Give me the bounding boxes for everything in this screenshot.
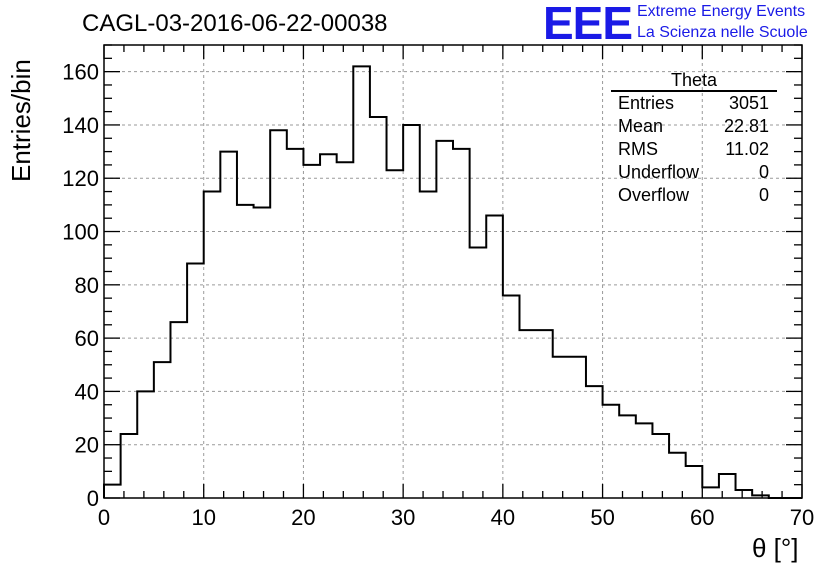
histogram-bin bbox=[603, 405, 620, 498]
histogram-bin bbox=[702, 487, 719, 498]
x-tick-label: 70 bbox=[790, 505, 814, 530]
histogram-bin bbox=[320, 154, 337, 498]
stats-row-rms: RMS 11.02 bbox=[611, 138, 777, 161]
x-tick-label: 60 bbox=[690, 505, 714, 530]
histogram-bin bbox=[619, 415, 636, 498]
stats-label: Overflow bbox=[618, 185, 690, 205]
histogram-bin bbox=[204, 192, 221, 498]
histogram-bin bbox=[420, 192, 437, 498]
stats-box: Theta Entries 3051 Mean 22.81 RMS 11.02 Und… bbox=[611, 70, 777, 207]
y-tick-label: 0 bbox=[87, 486, 99, 511]
x-tick-label: 10 bbox=[191, 505, 215, 530]
histogram-bin bbox=[536, 330, 553, 498]
stats-row-entries: Entries 3051 bbox=[611, 92, 777, 115]
histogram-bin bbox=[519, 330, 536, 498]
eee-logo: EEE bbox=[543, 0, 633, 49]
stats-label: Underflow bbox=[618, 162, 700, 182]
y-tick-label: 80 bbox=[75, 273, 99, 298]
histogram-bin bbox=[486, 216, 503, 498]
stats-label: Mean bbox=[618, 116, 664, 136]
stats-value: 11.02 bbox=[725, 139, 769, 159]
tick-labels: 0 10 20 30 40 50 60 70 0 20 40 60 80 100 120 140 160 bbox=[62, 60, 814, 530]
histogram-bin bbox=[569, 357, 586, 498]
histogram-outline bbox=[103, 65, 802, 499]
histogram-bin bbox=[303, 165, 320, 498]
x-tick-label: 20 bbox=[291, 505, 315, 530]
histogram-bin bbox=[287, 149, 304, 498]
chart-title: CAGL-03-2016-06-22-00038 bbox=[82, 10, 388, 37]
histogram-bin bbox=[387, 170, 404, 498]
histogram-bin bbox=[719, 474, 736, 498]
stats-label: Entries bbox=[618, 93, 675, 113]
histogram-bin bbox=[553, 357, 570, 498]
histogram-bin bbox=[254, 208, 271, 498]
histogram-bin bbox=[353, 66, 370, 498]
histogram-bin bbox=[470, 248, 487, 498]
histogram-bin bbox=[137, 391, 154, 498]
histogram-bin bbox=[270, 130, 287, 498]
stats-row-underflow: Underflow 0 bbox=[611, 161, 777, 184]
histogram-bin bbox=[636, 423, 653, 498]
histogram-bin bbox=[104, 485, 121, 498]
y-tick-label: 140 bbox=[62, 113, 99, 138]
stats-value: 0 bbox=[758, 185, 769, 205]
y-tick-label: 120 bbox=[62, 166, 99, 191]
histogram-bin bbox=[337, 162, 354, 498]
axis-ticks bbox=[103, 44, 803, 499]
histogram-bin bbox=[154, 362, 171, 498]
stats-value: 3051 bbox=[728, 93, 769, 113]
y-tick-label: 20 bbox=[75, 433, 99, 458]
histogram-bin bbox=[436, 141, 453, 498]
histogram-bin bbox=[669, 453, 686, 498]
histogram-bin bbox=[652, 434, 669, 498]
grid-lines bbox=[104, 45, 802, 498]
histogram-bin bbox=[686, 466, 703, 498]
logo-caption-line2: La Scienza nelle Scuole bbox=[637, 24, 808, 41]
histogram-bin bbox=[170, 322, 187, 498]
histogram-bin bbox=[187, 264, 204, 498]
stats-row-overflow: Overflow 0 bbox=[611, 184, 777, 207]
y-tick-label: 160 bbox=[62, 60, 99, 85]
histogram-bin bbox=[453, 149, 470, 498]
histogram-bin bbox=[403, 125, 420, 498]
y-tick-label: 100 bbox=[62, 220, 99, 245]
y-tick-label: 40 bbox=[75, 379, 99, 404]
logo-caption-line1: Extreme Energy Events bbox=[637, 3, 806, 20]
stats-value: 0 bbox=[758, 162, 769, 182]
histogram-bin bbox=[503, 295, 520, 498]
stats-box-title: Theta bbox=[611, 70, 777, 92]
stats-row-mean: Mean 22.81 bbox=[611, 115, 777, 138]
histogram-bin bbox=[586, 386, 603, 498]
x-axis-label: θ [°] bbox=[752, 533, 799, 563]
histogram-bin bbox=[220, 152, 237, 498]
y-axis-label: Entries/bin bbox=[6, 59, 36, 182]
x-tick-label: 50 bbox=[590, 505, 614, 530]
histogram-series bbox=[103, 65, 802, 499]
stats-label: RMS bbox=[618, 139, 658, 159]
x-tick-label: 0 bbox=[98, 505, 110, 530]
histogram-bin bbox=[370, 117, 387, 498]
x-tick-label: 30 bbox=[391, 505, 415, 530]
x-tick-label: 40 bbox=[491, 505, 515, 530]
y-tick-label: 60 bbox=[75, 326, 99, 351]
histogram-bin bbox=[237, 205, 254, 498]
stats-value: 22.81 bbox=[723, 116, 769, 136]
histogram-bin bbox=[121, 434, 138, 498]
histogram-bin bbox=[736, 490, 753, 498]
